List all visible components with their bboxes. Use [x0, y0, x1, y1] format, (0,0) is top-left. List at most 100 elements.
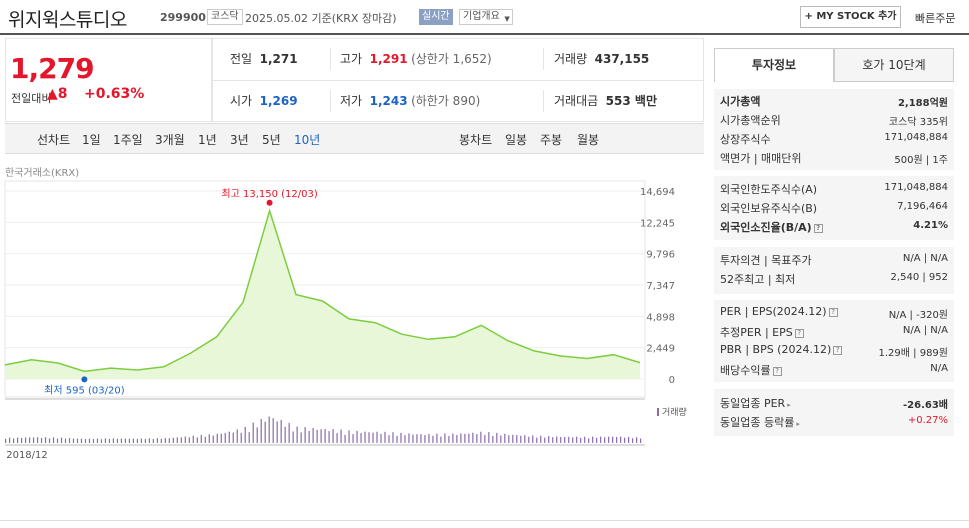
- company-overview-label: 기업개요: [463, 11, 500, 22]
- open-price: 시가 1,269: [230, 92, 298, 109]
- caret-right-icon[interactable]: ▸: [787, 401, 791, 409]
- volume-bar: [456, 435, 458, 443]
- invest-label-text: 외국인한도주식수(A): [720, 183, 818, 196]
- period-1y[interactable]: 1년: [198, 133, 217, 147]
- invest-block-4: [714, 300, 954, 382]
- volume-bar: [368, 432, 370, 443]
- candle-daily[interactable]: 일봉: [505, 133, 528, 147]
- tab-invest-info[interactable]: 투자정보: [714, 48, 834, 82]
- live-button[interactable]: 실시간: [419, 9, 453, 25]
- candle-monthly[interactable]: 월봉: [577, 133, 600, 147]
- volume-bar: [100, 439, 103, 443]
- volume-bar: [52, 437, 55, 443]
- volume-bar: [264, 421, 266, 443]
- stock-name: 위지윅스튜디오: [8, 9, 127, 31]
- volume-bar: [476, 434, 478, 443]
- invest-block-3: [714, 247, 954, 294]
- invest-label: 동일업종 등락률 ▸: [720, 414, 800, 430]
- volume-bar: [504, 433, 506, 443]
- volume-bar: [324, 429, 326, 443]
- volume-bar: [604, 437, 606, 443]
- market-tag: 코스닥: [207, 9, 243, 25]
- invest-label: 동일업종 PER ▸: [720, 395, 791, 411]
- help-icon[interactable]: ?: [794, 329, 804, 338]
- invest-label-text: 액면가 | 매매단위: [720, 152, 802, 165]
- period-5y[interactable]: 5년: [262, 133, 281, 147]
- volume-bar: [64, 438, 67, 443]
- invest-block-5: [714, 389, 954, 436]
- company-overview-dropdown[interactable]: 기업개요 ▼: [459, 9, 513, 25]
- volume-bar: [536, 437, 538, 443]
- period-3y[interactable]: 3년: [230, 133, 249, 147]
- invest-label: 추정PER | EPS?: [720, 324, 804, 340]
- invest-label-text: 외국인소진율(B/A): [720, 221, 812, 234]
- invest-label: 상장주식수: [720, 131, 771, 147]
- caret-right-icon[interactable]: ▸: [796, 420, 800, 428]
- add-mystock-button[interactable]: + MY STOCK 추가: [800, 6, 901, 28]
- volume-bar: [308, 431, 310, 443]
- volume-bar: [384, 431, 386, 443]
- invest-value: N/A | N/A: [902, 325, 948, 336]
- volume-bar: [296, 426, 298, 443]
- lower-limit: (하한가 890): [411, 94, 481, 108]
- invest-label-text: 추정PER | EPS: [720, 326, 793, 339]
- volume-bar: [244, 426, 246, 443]
- period-1d[interactable]: 1일: [82, 133, 101, 147]
- price-chart: 14,694 12,245 9,796 7,347 4,898 2,449 0 최고 13,…: [4, 180, 687, 461]
- divider: [330, 48, 331, 70]
- period-10y[interactable]: 10년: [294, 133, 321, 147]
- volume-bar: [548, 436, 550, 443]
- prev-close-label: 전일: [230, 52, 253, 66]
- volume-bar: [160, 438, 162, 443]
- volume-bar: [180, 437, 182, 443]
- quick-order-link[interactable]: 빠른주문: [915, 12, 956, 25]
- high-annotation: 최고 13,150 (12/03): [221, 188, 317, 200]
- change-value: ▲8: [47, 86, 68, 102]
- volume-bar: [60, 437, 63, 443]
- volume-bar: [348, 430, 350, 443]
- volume-bar: [56, 438, 59, 443]
- candle-weekly[interactable]: 주봉: [540, 133, 563, 147]
- volume-bar: [92, 439, 95, 443]
- volume-bar: [496, 432, 498, 443]
- upper-limit: (상한가 1,652): [411, 52, 492, 66]
- help-icon[interactable]: ?: [833, 346, 843, 355]
- help-icon[interactable]: ?: [772, 367, 782, 376]
- price-box: [5, 38, 212, 122]
- invest-value: 2,540 | 952: [890, 272, 948, 283]
- volume-bar: [628, 436, 630, 443]
- chart-source: 한국거래소(KRX): [5, 168, 80, 179]
- period-3m[interactable]: 3개월: [155, 133, 185, 147]
- tab-hoga-10[interactable]: 호가 10단계: [834, 48, 954, 82]
- volume-bar: [220, 433, 222, 443]
- invest-label: 외국인소진율(B/A)?: [720, 219, 823, 235]
- help-icon[interactable]: ?: [828, 308, 838, 317]
- volume-bar: [332, 429, 334, 443]
- stock-code: 299900: [160, 11, 206, 24]
- low-label: 저가: [340, 94, 363, 108]
- help-icon[interactable]: ?: [813, 224, 823, 233]
- volume-bar: [288, 423, 290, 443]
- volume-bar: [472, 432, 474, 443]
- volume-bar: [612, 436, 614, 443]
- divider: [543, 90, 544, 112]
- x-axis-ticks: 2018/12: [6, 450, 48, 461]
- period-1w[interactable]: 1주일: [113, 133, 143, 147]
- volume-bar: [240, 432, 242, 443]
- top-bar: [0, 0, 969, 35]
- open-value: 1,269: [259, 94, 298, 108]
- volume-bar: [588, 438, 590, 443]
- volume-bar: [448, 436, 450, 443]
- volume-bar: [228, 431, 230, 443]
- invest-label: 외국인한도주식수(A): [720, 181, 817, 197]
- volume-bar: [608, 436, 610, 443]
- volume-bar: [8, 437, 11, 443]
- volume-bar: [24, 437, 27, 443]
- chevron-down-icon: ▼: [504, 15, 510, 23]
- volume-bar: [584, 436, 586, 443]
- volume-bar: [292, 431, 294, 443]
- volume-bar: [108, 438, 111, 443]
- volume-bar: [204, 436, 206, 443]
- volume-bar: [124, 438, 127, 443]
- volume-bar: [216, 433, 218, 443]
